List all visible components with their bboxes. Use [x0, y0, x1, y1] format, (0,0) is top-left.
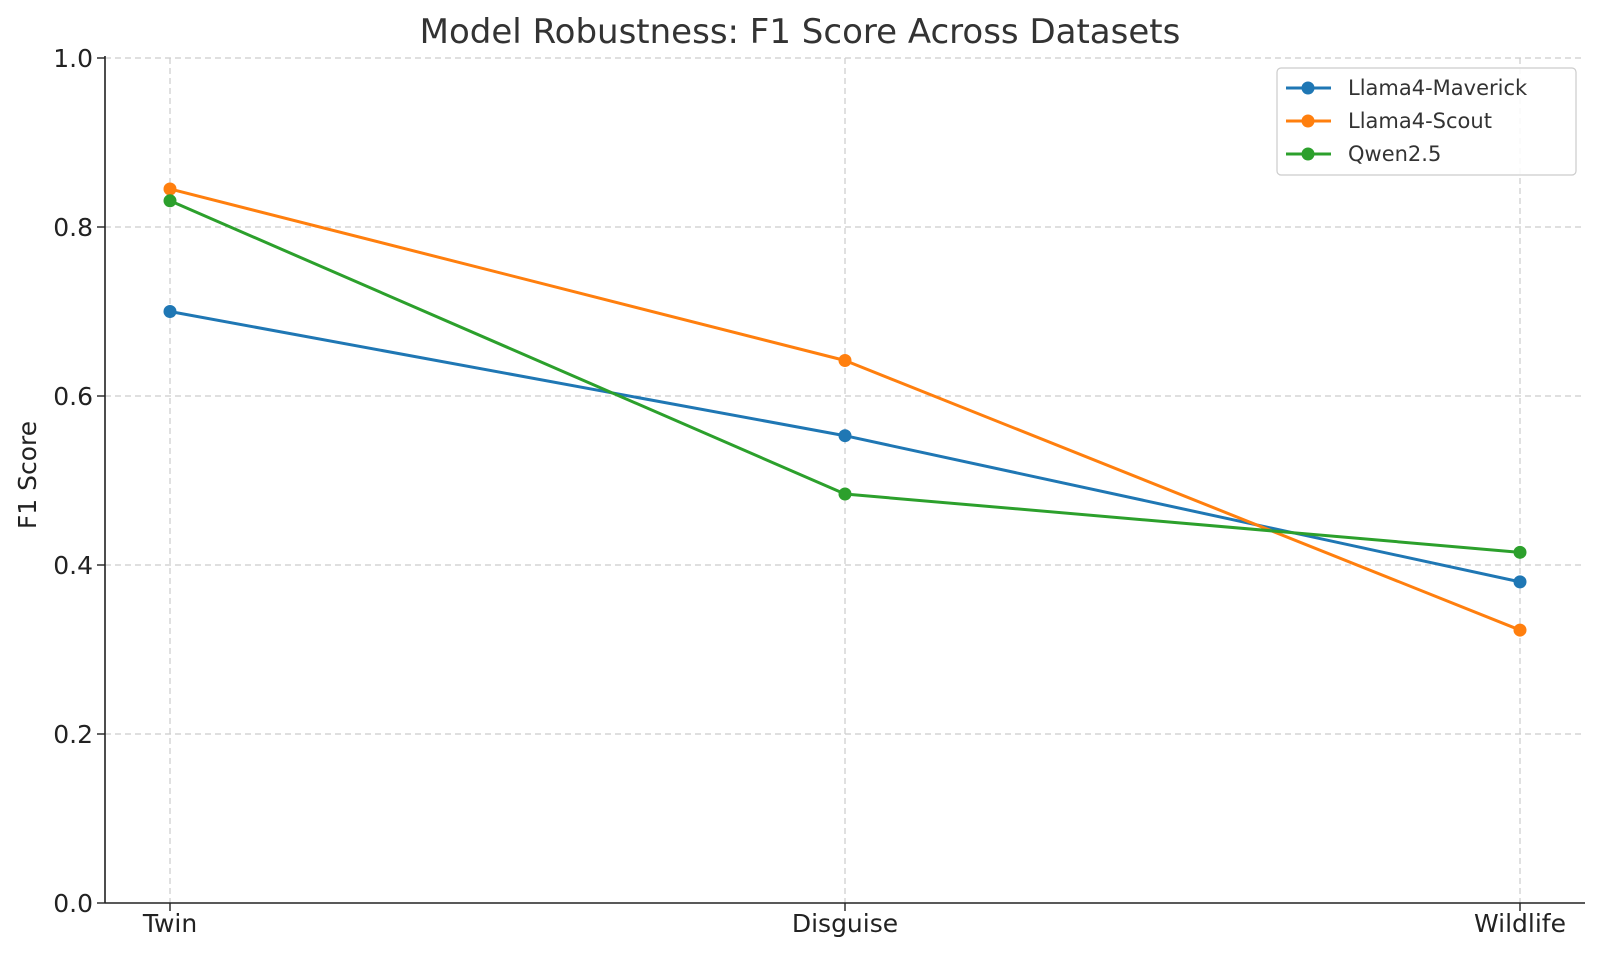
y-tick-label: 1.0	[53, 44, 93, 73]
legend-swatch-marker	[1301, 147, 1315, 161]
series-layer	[163, 182, 1527, 637]
y-tick-label: 0.8	[53, 213, 93, 242]
data-point-llama4-scout	[838, 354, 852, 368]
data-point-llama4-scout	[163, 182, 177, 196]
legend-swatch-marker	[1301, 81, 1315, 95]
data-point-llama4-scout	[1513, 623, 1527, 637]
x-tick-label: Disguise	[792, 909, 898, 938]
y-axis-label: F1 Score	[13, 421, 42, 529]
data-point-qwen2-5	[1513, 545, 1527, 559]
data-point-qwen2-5	[838, 487, 852, 501]
legend-swatch-marker	[1301, 114, 1315, 128]
axes-layer: 0.0 0.2 0.4 0.6 0.8 1.0 Twin Disguise Wildlife	[53, 44, 1585, 938]
y-tick-label: 0.2	[53, 720, 93, 749]
data-point-llama4-maverick	[838, 429, 852, 443]
legend-label: Qwen2.5	[1348, 142, 1441, 166]
grid-layer	[105, 57, 1585, 903]
y-tick-label: 0.6	[53, 382, 93, 411]
y-tick-label: 0.4	[53, 551, 93, 580]
data-point-llama4-maverick	[163, 305, 177, 318]
legend: Llama4-Maverick Llama4-Scout Qwen2.5	[1276, 67, 1577, 176]
x-tick-label: Wildlife	[1474, 909, 1566, 938]
data-point-llama4-maverick	[1513, 575, 1527, 589]
legend-label: Llama4-Scout	[1348, 109, 1492, 133]
legend-label: Llama4-Maverick	[1348, 76, 1528, 100]
y-tick-label: 0.0	[53, 889, 93, 918]
data-point-qwen2-5	[163, 194, 177, 208]
legend-box	[1276, 67, 1577, 176]
chart-title: Model Robustness: F1 Score Across Datase…	[420, 12, 1181, 52]
x-tick-label: Twin	[142, 909, 197, 938]
